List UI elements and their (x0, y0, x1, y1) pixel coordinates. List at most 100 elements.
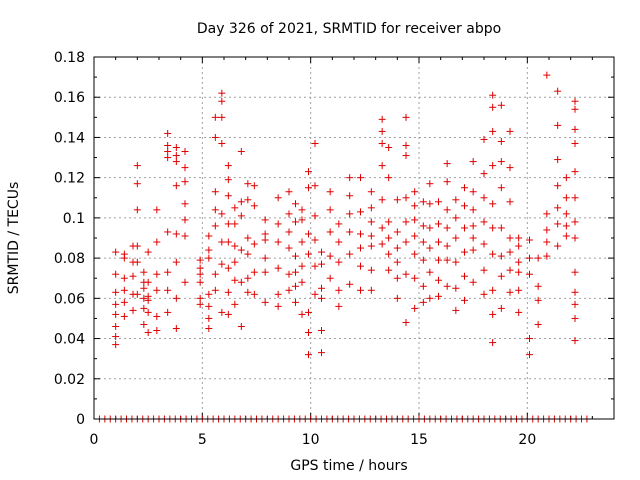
data-point (393, 258, 401, 266)
data-point (120, 254, 128, 262)
data-point (224, 238, 232, 246)
data-point (480, 290, 488, 298)
data-point (515, 286, 523, 294)
data-point (112, 341, 120, 349)
data-point (164, 286, 172, 294)
data-point (367, 266, 375, 274)
data-point (292, 282, 299, 290)
data-point (218, 260, 226, 268)
data-point (562, 174, 570, 182)
data-point (562, 210, 570, 218)
data-point (543, 238, 551, 246)
data-point (378, 196, 386, 204)
data-point (489, 162, 497, 170)
data-point (469, 234, 477, 242)
data-point (292, 268, 299, 276)
data-point (367, 204, 375, 212)
data-point (489, 127, 497, 135)
data-point (452, 234, 460, 242)
data-point (237, 148, 245, 156)
data-point (411, 202, 419, 210)
data-points (95, 71, 591, 423)
data-point (196, 270, 204, 278)
x-tick-label: 15 (410, 432, 428, 448)
data-point (411, 216, 419, 224)
data-point (224, 264, 232, 272)
data-point (452, 306, 460, 314)
data-point (172, 182, 180, 190)
data-point (274, 302, 282, 310)
data-point (224, 310, 232, 318)
data-point (292, 218, 299, 226)
data-point (153, 327, 161, 335)
data-point (211, 222, 219, 230)
data-point (231, 258, 239, 266)
data-point (480, 135, 488, 143)
data-point (112, 270, 120, 278)
data-point (554, 204, 562, 212)
data-point (181, 178, 189, 186)
data-point (244, 234, 252, 242)
data-point (526, 335, 533, 343)
data-point (357, 208, 364, 216)
data-point (144, 296, 152, 304)
data-point (237, 198, 245, 206)
data-point (402, 152, 410, 160)
data-point (218, 210, 226, 218)
data-point (426, 200, 434, 208)
data-point (274, 238, 282, 246)
data-point (571, 139, 579, 147)
data-point (443, 282, 451, 290)
data-point (461, 202, 468, 210)
data-point (112, 322, 120, 330)
data-point (554, 182, 562, 190)
data-point (562, 232, 570, 240)
data-point (318, 349, 325, 357)
data-point (515, 242, 523, 250)
data-point (469, 222, 477, 230)
data-point (181, 216, 189, 224)
data-point (461, 248, 468, 256)
x-axis-title: GPS time / hours (290, 458, 407, 474)
data-point (205, 302, 213, 310)
data-point (285, 188, 293, 196)
data-point (140, 268, 148, 276)
data-point (218, 89, 226, 97)
data-point (231, 242, 239, 250)
data-point (181, 148, 189, 156)
data-point (411, 274, 419, 282)
data-point (153, 286, 161, 294)
data-point (443, 206, 451, 214)
data-point (120, 286, 128, 294)
data-point (497, 101, 505, 109)
data-point (244, 196, 252, 204)
data-point (224, 192, 232, 200)
data-point (346, 174, 354, 182)
data-point (274, 290, 282, 298)
data-point (172, 325, 180, 332)
data-point (311, 262, 319, 270)
data-point (443, 178, 451, 186)
data-point (534, 254, 542, 262)
data-point (426, 224, 434, 232)
data-point (402, 270, 410, 278)
data-point (393, 196, 401, 204)
data-point (515, 308, 523, 316)
data-point (411, 188, 419, 196)
data-point (164, 308, 172, 316)
data-point (489, 339, 497, 347)
data-point (318, 284, 325, 292)
data-point (443, 242, 451, 250)
data-point (411, 232, 419, 240)
data-point (211, 188, 219, 196)
data-point (480, 218, 488, 226)
data-point (480, 194, 488, 202)
data-point (140, 304, 148, 312)
data-point (402, 194, 410, 202)
data-point (250, 268, 258, 276)
data-point (554, 121, 562, 129)
data-point (133, 162, 141, 170)
data-point (515, 258, 523, 266)
data-point (419, 282, 427, 290)
data-point (402, 113, 410, 121)
